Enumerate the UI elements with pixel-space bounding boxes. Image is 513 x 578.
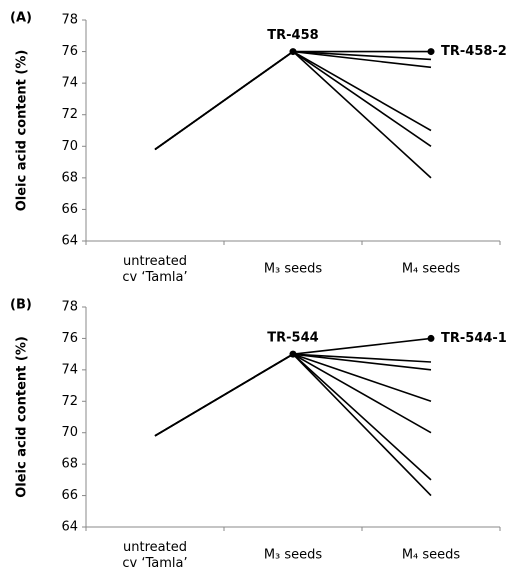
y-tick-label: 66	[61, 202, 78, 217]
data-line	[154, 50, 432, 151]
y-tick-label: 78	[61, 13, 78, 28]
data-line	[154, 353, 432, 437]
data-line	[154, 353, 432, 437]
data-point	[427, 48, 435, 56]
data-line	[154, 353, 432, 481]
data-line	[154, 50, 432, 151]
panel-label: (A)	[10, 11, 32, 26]
x-tick-label-line: untreated	[123, 254, 187, 269]
x-tick-label-line: cv ‘Tamla’	[122, 270, 187, 285]
y-tick-label: 74	[61, 362, 78, 377]
x-tick-label: untreated cv ‘Tamla’	[122, 254, 187, 285]
y-tick-label: 76	[61, 331, 78, 346]
x-tick-label: M₃ seeds	[264, 548, 323, 563]
x-tick-label-line: untreated	[123, 540, 187, 555]
data-line	[154, 50, 432, 179]
y-tick-label: 76	[61, 44, 78, 59]
data-line	[154, 353, 432, 437]
data-line	[154, 50, 432, 151]
data-point	[427, 334, 435, 342]
y-tick-label: 64	[61, 520, 78, 535]
x-tick-label: M₄ seeds	[402, 548, 461, 563]
point-label: TR-544	[267, 331, 318, 346]
y-tick-label: 70	[61, 139, 78, 154]
y-tick-label: 74	[61, 76, 78, 91]
point-label: TR-458	[267, 28, 318, 43]
y-axis-label: Oleic acid content (%)	[15, 50, 30, 212]
point-label: TR-544-1	[441, 331, 507, 346]
y-tick-label: 68	[61, 457, 78, 472]
y-tick-label: 78	[61, 300, 78, 315]
y-tick-label: 72	[61, 107, 78, 122]
y-tick-label: 72	[61, 394, 78, 409]
y-tick-label: 68	[61, 170, 78, 185]
x-tick-label-line: cv ‘Tamla’	[122, 556, 187, 571]
point-label: TR-458-2	[441, 44, 507, 59]
y-tick-label: 64	[61, 234, 78, 249]
y-axis-label: Oleic acid content (%)	[15, 336, 30, 498]
y-tick-label: 66	[61, 488, 78, 503]
data-line	[154, 50, 432, 151]
x-tick-label: untreated cv ‘Tamla’	[122, 540, 187, 571]
panel-label: (B)	[10, 298, 32, 313]
x-tick-label: M₃ seeds	[264, 262, 323, 277]
data-line	[154, 353, 432, 437]
data-line	[154, 353, 432, 497]
y-tick-label: 70	[61, 425, 78, 440]
data-line	[154, 50, 431, 151]
x-tick-label: M₄ seeds	[402, 262, 461, 277]
